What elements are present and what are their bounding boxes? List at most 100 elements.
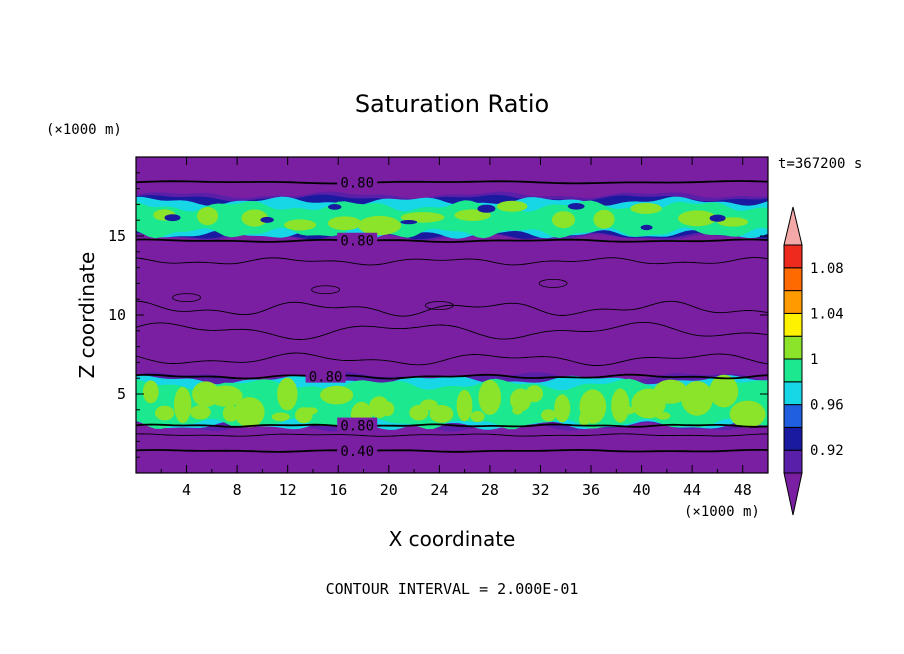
contour-label-bg — [337, 417, 378, 432]
x-tick-label: 16 — [329, 481, 347, 499]
upper-layer-dry-pocket — [400, 220, 418, 225]
colorbar-label: 1.08 — [810, 261, 844, 277]
upper-layer-dry-pocket — [640, 224, 653, 231]
contour-line — [136, 352, 768, 366]
colorbar-over-triangle — [783, 206, 803, 246]
lower-layer-blob — [234, 397, 265, 428]
x-tick-label: 40 — [633, 481, 651, 499]
upper-layer-blob — [327, 216, 362, 231]
lower-layer-blob — [614, 406, 637, 415]
upper-layer-dry-pocket — [328, 204, 342, 210]
colorbar-segment — [783, 426, 803, 451]
lower-layer-blob — [579, 411, 590, 426]
x-tick-label: 8 — [233, 481, 242, 499]
x-unit-label: (×1000 m) — [684, 504, 760, 520]
lower-layer-blob — [478, 379, 502, 415]
upper-layer-blob — [593, 209, 615, 229]
colorbar-label: 1.04 — [810, 306, 844, 322]
contour-closed-loop — [424, 301, 454, 310]
lower-layer-blob — [381, 401, 395, 417]
x-tick-label: 24 — [430, 481, 448, 499]
contour-line — [136, 433, 768, 437]
upper-layer-dry-pocket — [567, 203, 585, 210]
colorbar-segment — [783, 404, 803, 428]
y-tick-label: 5 — [117, 385, 126, 403]
colorbar-segment — [783, 449, 803, 474]
x-tick-label: 4 — [182, 481, 191, 499]
colorbar-segment — [783, 312, 803, 337]
contour-closed-loop — [311, 285, 341, 295]
lower-layer-blob — [420, 399, 438, 411]
colorbar-under-triangle — [783, 472, 803, 516]
lower-layer-blob — [554, 394, 571, 423]
lower-layer-blob — [541, 409, 556, 422]
upper-layer-blob — [551, 211, 576, 229]
upper-layer-blob — [197, 207, 219, 226]
lower-layer-blob — [174, 386, 192, 424]
x-axis-label: X coordinate — [389, 527, 516, 551]
y-tick-label: 10 — [108, 306, 126, 324]
x-tick-label: 36 — [582, 481, 600, 499]
lower-layer-blob — [155, 405, 175, 421]
x-tick-label: 48 — [734, 481, 752, 499]
lower-layer-blob — [456, 389, 473, 422]
contour-label-bg — [337, 442, 378, 457]
colorbar-segment — [783, 335, 803, 360]
upper-layer-dry-pocket — [477, 204, 496, 213]
time-label: t=367200 s — [778, 156, 862, 172]
lower-layer-blob — [736, 410, 750, 420]
upper-layer-dry-pocket — [164, 214, 181, 222]
x-tick-label: 12 — [279, 481, 297, 499]
lower-layer-blob — [271, 412, 290, 422]
upper-layer-blob — [630, 202, 662, 214]
x-tick-label: 44 — [683, 481, 701, 499]
upper-layer-dry-pocket — [260, 216, 274, 223]
lower-layer-blob — [320, 385, 354, 405]
contour-closed-loop — [172, 293, 201, 303]
colorbar-label: 1 — [810, 352, 818, 368]
lower-layer-blob — [686, 404, 707, 412]
contour-line — [136, 300, 768, 317]
colorbar: 0.92 0.96 1 1.04 1.08 — [783, 206, 844, 516]
colorbar-segment — [783, 290, 803, 314]
contour-line — [136, 448, 768, 453]
y-axis-label: Z coordinate — [75, 252, 99, 379]
contour-label: 0.80 — [340, 419, 374, 435]
lower-layer-blob — [525, 385, 543, 403]
chart-title: Saturation Ratio — [355, 90, 549, 118]
upper-layer-blob — [496, 200, 528, 212]
x-tick-label: 28 — [481, 481, 499, 499]
x-axis-ticks: 4 8 12 16 20 24 28 32 36 40 44 48 — [160, 157, 752, 499]
y-unit-label: (×1000 m) — [46, 122, 122, 138]
contour-label: 0.80 — [309, 370, 343, 386]
upper-layer-blob — [241, 209, 268, 227]
contour-line — [136, 373, 768, 380]
upper-layer-blob — [678, 210, 717, 227]
lower-layer-blob — [655, 412, 671, 420]
lower-layer-blob — [429, 405, 454, 423]
colorbar-segment — [783, 358, 803, 383]
contour-line — [136, 238, 768, 243]
lower-layer-blob — [512, 405, 523, 415]
lower-layer-blob — [611, 388, 630, 423]
contour-label: 0.40 — [340, 444, 374, 460]
y-tick-label: 15 — [108, 227, 126, 245]
contour-lines: 0.80 0.80 0.80 0.80 0.40 — [136, 174, 768, 460]
upper-layer-blob — [400, 212, 445, 223]
lower-layer-blob — [709, 374, 739, 408]
contour-line — [136, 180, 768, 185]
x-tick-label: 32 — [531, 481, 549, 499]
contour-label-bg — [305, 368, 346, 383]
upper-layer-blob — [357, 215, 402, 236]
colorbar-label: 0.96 — [810, 398, 844, 414]
lower-layer-blob — [470, 410, 485, 423]
lower-layer-blob — [142, 380, 159, 404]
colorbar-label: 0.92 — [810, 443, 844, 459]
contour-closed-loop — [538, 278, 568, 288]
contour-label: 0.80 — [340, 234, 374, 250]
lower-layer-blob — [222, 405, 239, 422]
colorbar-segment — [783, 267, 803, 292]
contour-label-bg — [337, 174, 378, 189]
plot-area — [136, 157, 768, 473]
